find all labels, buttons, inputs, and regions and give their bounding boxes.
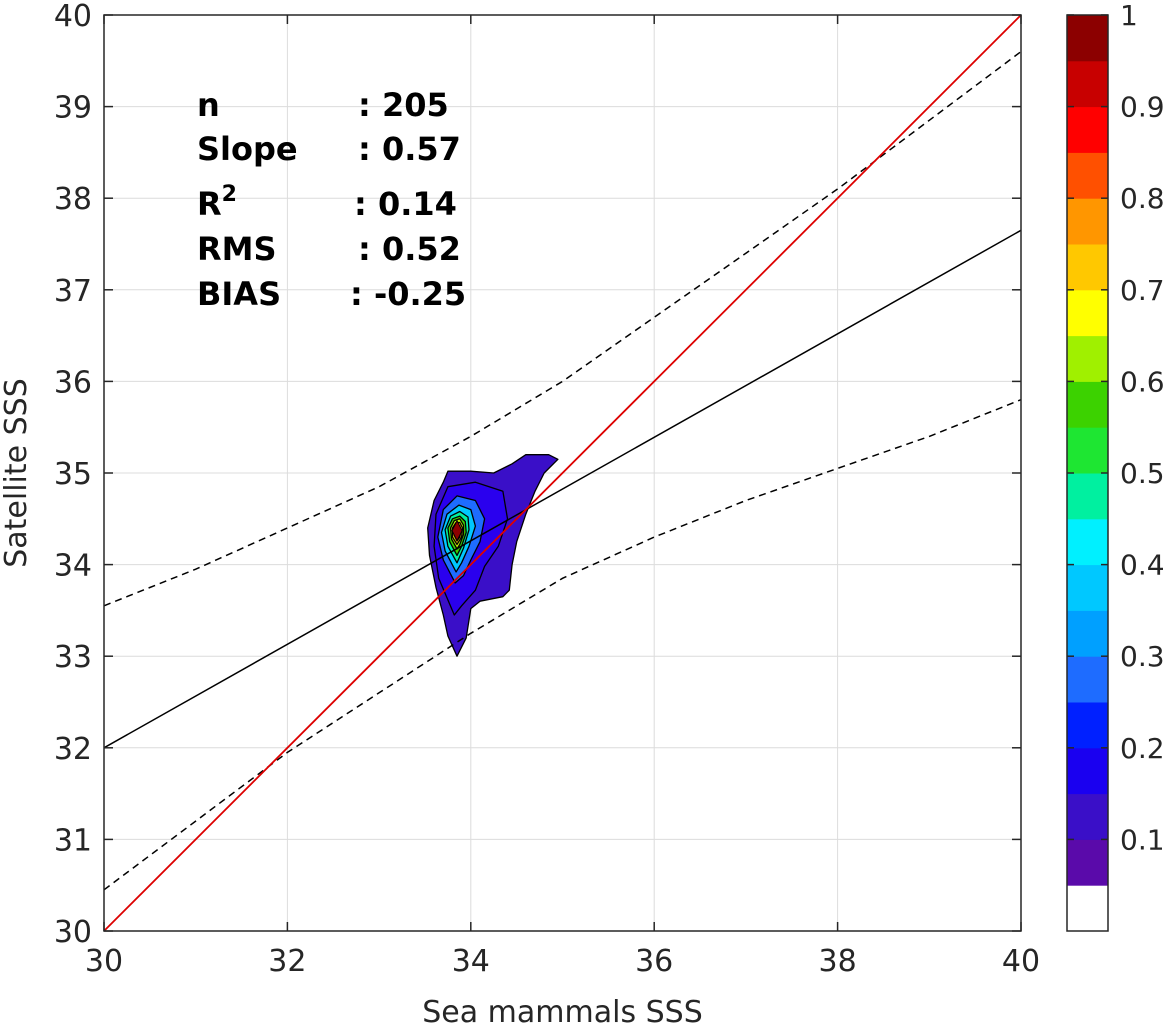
y-tick-label: 30 [54,915,92,950]
x-axis-label: Sea mammals SSS [422,995,703,1028]
colorbar-tick-label: 0.4 [1120,549,1165,582]
colorbar-segment [1067,747,1108,795]
stat-value: : 0.57 [358,130,461,168]
colorbar-segment [1067,152,1108,199]
y-tick-label: 40 [54,0,92,34]
colorbar-tick-label: 1 [1120,0,1138,32]
y-axis-label: Satellite SSS [0,378,34,568]
regression-line [103,229,1022,749]
density-peak [451,519,463,542]
colorbar-segment [1067,198,1108,245]
stat-label: BIAS [197,275,281,313]
colorbar-tick-label: 0.8 [1120,182,1165,215]
colorbar-segment [1067,15,1108,62]
stat-value: : 0.14 [354,185,457,223]
colorbar-segment [1067,381,1108,428]
y-tick-label: 38 [54,182,92,217]
stat-label: Slope [197,130,298,168]
stats-annotation: n : 205 Slope : 0.57 R2 : 0.14 RMS : 0.52 BIAS : … [197,86,466,313]
stat-value: : 0.52 [358,230,461,268]
stat-label: R2 [197,182,237,223]
colorbar-segment [1067,702,1108,749]
stat-value: : -0.25 [350,275,466,313]
colorbar-tick-label: 0.9 [1120,91,1165,124]
stat-superscript: 2 [222,182,237,207]
colorbar-segment [1067,839,1108,886]
fit-lines [103,14,1022,932]
colorbar-segment [1067,335,1108,382]
colorbar-segment [1067,244,1108,291]
x-tick-label: 32 [268,944,306,979]
colorbar-segment [1067,289,1108,337]
y-tick-label: 36 [54,365,92,400]
colorbar-tick-label: 0.5 [1120,457,1165,490]
colorbar-tick-label: 0.1 [1120,823,1165,856]
y-tick-label: 31 [54,823,92,858]
x-tick-label: 40 [1002,944,1040,979]
colorbar-segment [1067,564,1108,611]
colorbar-segment [1067,610,1108,657]
colorbar-segment [1067,427,1108,474]
colorbar-segment [1067,793,1108,840]
colorbar-tick-label: 0.3 [1120,640,1165,673]
y-tick-label: 37 [54,274,92,309]
stat-value: : 205 [358,86,449,124]
colorbar-tick-label: 0.6 [1120,365,1165,398]
y-tick-label: 34 [54,549,92,584]
y-tick-label: 32 [54,732,92,767]
stat-label: RMS [197,230,277,268]
colorbar-segment [1067,473,1108,520]
colorbar-segment [1067,60,1108,108]
colorbar-tick-label: 0.2 [1120,732,1165,765]
colorbar-tick-label: 0.7 [1120,274,1165,307]
colorbar-segment [1067,518,1108,566]
x-tick-label: 38 [819,944,857,979]
y-tick-label: 39 [54,91,92,126]
density-contours [427,454,559,657]
prediction-band-lower [103,399,1022,891]
y-tick-label: 35 [54,457,92,492]
x-tick-label: 36 [635,944,673,979]
identity-line [103,14,1022,932]
x-tick-label: 34 [452,944,490,979]
y-tick-label: 33 [54,640,92,675]
stat-label: n [197,86,220,124]
colorbar-segment [1067,656,1108,703]
colorbar-segment [1067,106,1108,153]
axis-ticks: 30 32 34 36 38 40 30 31 32 33 34 35 36 37 38 39 40 [54,0,1040,979]
x-tick-label: 30 [85,944,123,979]
colorbar-segment [1067,885,1108,932]
colorbar: 0.1 0.2 0.3 0.4 0.5 0.6 0.7 0.8 0.9 1 [1066,0,1165,932]
